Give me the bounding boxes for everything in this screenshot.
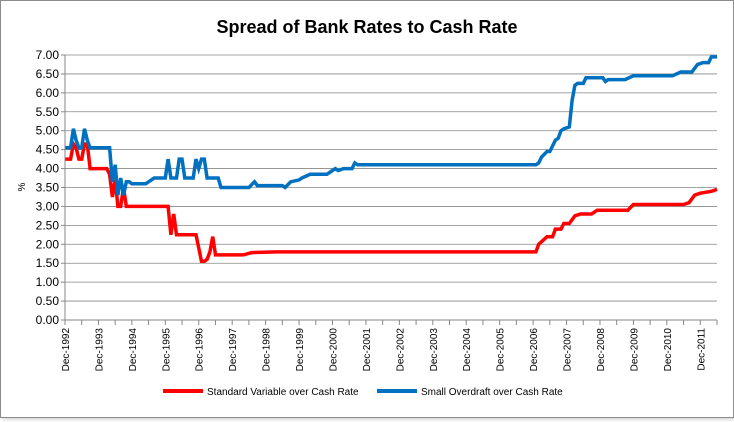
x-axis-ticks: Dec-1992 Dec-1993 Dec-1994 Dec-1995 Dec-1996… xyxy=(61,320,718,372)
chart-title: Spread of Bank Rates to Cash Rate xyxy=(216,17,517,37)
y-axis-ticks: 0.00 0.50 1.00 1.50 2.00 2.50 3.00 3.50 4.00 4.50… xyxy=(36,48,65,327)
x-tick-label: Dec-2001 xyxy=(362,328,373,372)
x-tick-label: Dec-2005 xyxy=(496,328,507,372)
y-tick-label: 1.50 xyxy=(36,256,60,270)
legend: Standard Variable over Cash Rate Small Ov… xyxy=(163,387,563,398)
x-tick-label: Dec-2007 xyxy=(563,328,574,372)
y-tick-label: 4.50 xyxy=(36,143,60,157)
gridlines xyxy=(65,54,717,302)
y-tick-label: 6.00 xyxy=(36,86,60,100)
x-tick-label: Dec-1995 xyxy=(161,328,172,372)
y-tick-label: 5.00 xyxy=(36,124,60,138)
series-line-standard-variable xyxy=(65,139,718,264)
y-tick-label: 2.50 xyxy=(36,218,60,232)
y-tick-label: 5.50 xyxy=(36,105,60,119)
axes xyxy=(64,55,717,321)
x-tick-label: Dec-1994 xyxy=(128,328,139,372)
y-tick-label: 6.50 xyxy=(36,67,60,81)
x-tick-label: Dec-2002 xyxy=(395,328,406,372)
x-tick-label: Dec-2003 xyxy=(429,328,440,372)
legend-label: Small Overdraft over Cash Rate xyxy=(421,387,563,398)
x-tick-label: Dec-1993 xyxy=(94,328,105,372)
x-tick-label: Dec-2009 xyxy=(629,328,640,372)
y-tick-label: 1.00 xyxy=(36,275,60,289)
x-tick-label: Dec-2004 xyxy=(462,328,473,372)
legend-label: Standard Variable over Cash Rate xyxy=(207,387,359,398)
x-tick-label: Dec-1996 xyxy=(195,328,206,372)
y-tick-label: 2.00 xyxy=(36,237,60,251)
x-tick-label: Dec-2006 xyxy=(529,328,540,372)
x-tick-label: Dec-1998 xyxy=(262,328,273,372)
x-tick-label: Dec-2011 xyxy=(696,328,707,371)
x-tick-label: Dec-1992 xyxy=(61,328,72,372)
y-axis-label: % xyxy=(17,182,28,191)
y-tick-label: 0.00 xyxy=(36,313,60,327)
x-tick-label: Dec-2000 xyxy=(328,328,339,372)
y-tick-label: 7.00 xyxy=(36,48,60,62)
y-tick-label: 3.50 xyxy=(36,181,60,195)
x-tick-label: Dec-1999 xyxy=(295,328,306,372)
series-lines xyxy=(65,55,718,264)
y-tick-label: 4.00 xyxy=(36,162,60,176)
y-tick-label: 3.00 xyxy=(36,199,60,213)
x-tick-label: Dec-2010 xyxy=(663,328,674,372)
y-tick-label: 0.50 xyxy=(36,294,60,308)
series-line-small-overdraft xyxy=(65,55,717,196)
x-tick-label: Dec-2008 xyxy=(596,328,607,372)
x-tick-label: Dec-1997 xyxy=(228,328,239,372)
